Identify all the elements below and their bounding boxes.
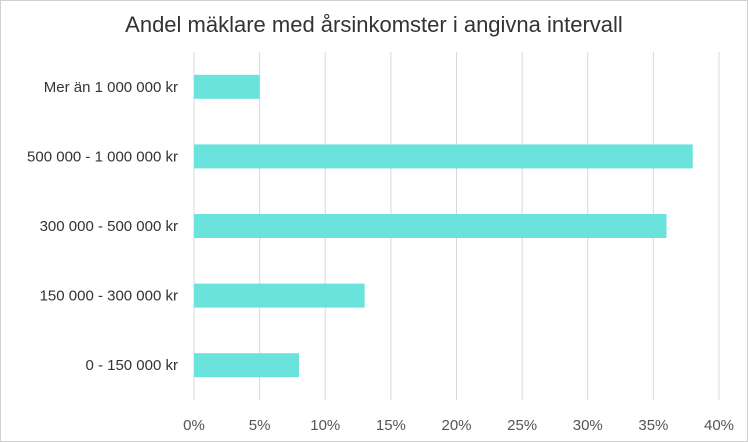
category-label: 500 000 - 1 000 000 kr [27, 148, 178, 165]
chart-title: Andel mäklare med årsinkomster i angivna… [125, 12, 623, 37]
category-label: 150 000 - 300 000 kr [40, 288, 178, 305]
category-labels: Mer än 1 000 000 kr 500 000 - 1 000 000 k… [27, 79, 178, 374]
bar [194, 74, 260, 99]
x-tick-label: 10% [310, 417, 340, 434]
x-tick-label: 25% [507, 417, 537, 434]
x-tick-label: 5% [249, 417, 271, 434]
x-tick-label: 15% [376, 417, 406, 434]
bar [194, 283, 365, 308]
bar [194, 214, 667, 238]
x-tick-label: 30% [573, 417, 603, 434]
category-label: 0 - 150 000 kr [85, 357, 178, 374]
category-label: Mer än 1 000 000 kr [44, 79, 178, 96]
x-tick-label: 0% [183, 417, 205, 434]
x-tick-label: 20% [441, 417, 471, 434]
x-tick-label: 35% [638, 417, 668, 434]
x-tick-label: 40% [704, 417, 734, 434]
bars [194, 74, 693, 378]
bar [194, 144, 693, 169]
category-label: 300 000 - 500 000 kr [40, 218, 178, 235]
bar [194, 353, 299, 378]
x-tick-labels: 0% 5% 10% 15% 20% 25% 30% 35% 40% [183, 417, 734, 434]
